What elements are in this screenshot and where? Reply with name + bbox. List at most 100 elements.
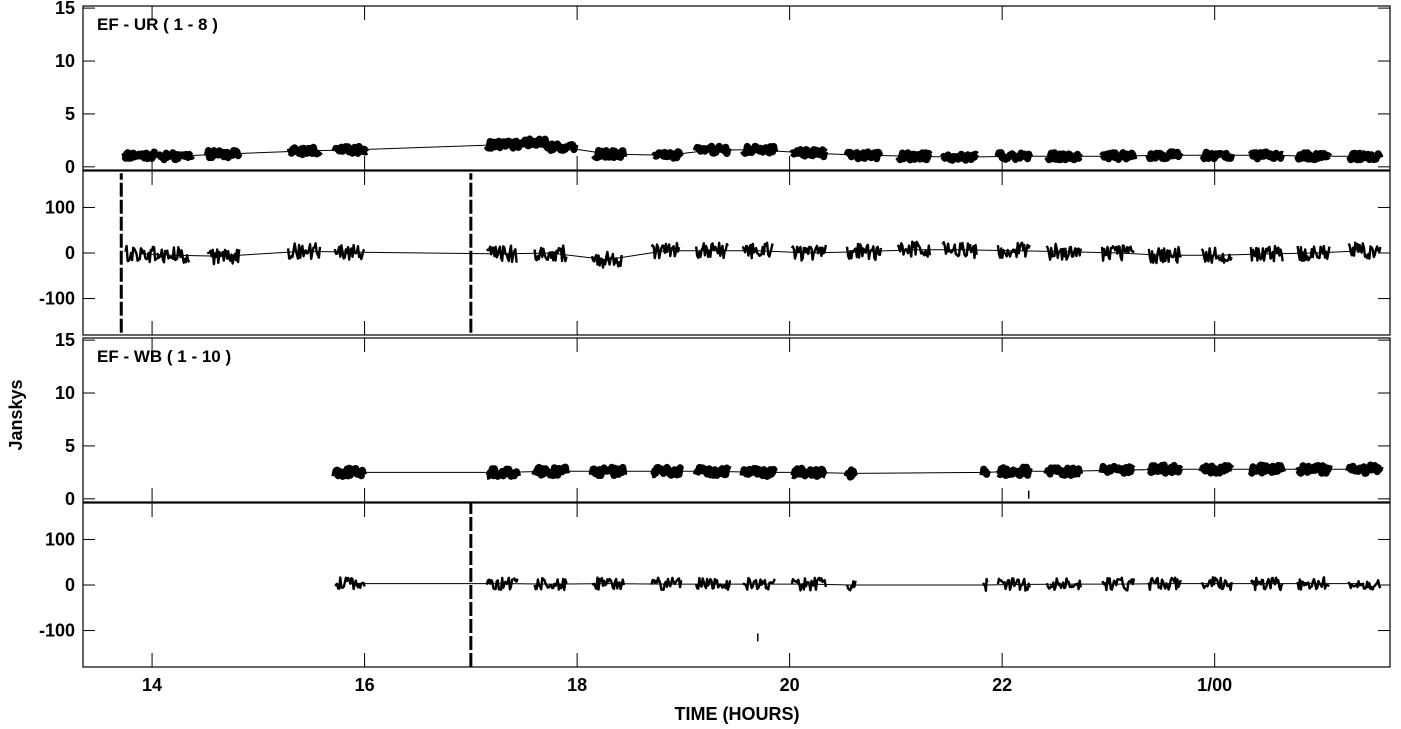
- scan-points: [845, 242, 883, 261]
- scan-points: [1147, 576, 1182, 591]
- y-tick-label: -100: [39, 621, 75, 641]
- scan-points: [789, 146, 829, 161]
- scan-points: [334, 576, 366, 591]
- y-tick-label: 0: [65, 157, 75, 177]
- x-tick-label: 18: [567, 675, 587, 695]
- y-tick-label: 0: [65, 489, 75, 509]
- scan-points: [843, 466, 858, 481]
- scan-points: [995, 463, 1033, 479]
- y-tick-label: -100: [39, 289, 75, 309]
- scan-points: [692, 464, 733, 479]
- scan-points: [651, 148, 684, 162]
- scan-points: [650, 576, 683, 591]
- scan-points: [591, 147, 628, 162]
- scan-points: [739, 464, 778, 480]
- scan-points: [1249, 244, 1284, 263]
- x-tick-label: 14: [142, 675, 162, 695]
- scan-points: [1044, 149, 1084, 164]
- scan-points: [1147, 245, 1182, 265]
- y-axis-title: Janskys: [6, 379, 26, 450]
- scan-points: [124, 244, 158, 264]
- y-tick-label: 10: [55, 383, 75, 403]
- scan-points: [741, 241, 774, 260]
- scan-points: [285, 143, 323, 159]
- scan-points: [154, 149, 195, 164]
- y-tick-label: 10: [55, 51, 75, 71]
- x-tick-label: 20: [780, 675, 800, 695]
- panel-frame: [82, 337, 1391, 503]
- x-tick-label: 22: [992, 675, 1012, 695]
- scan-points: [896, 240, 932, 258]
- scan-points: [588, 463, 628, 479]
- scan-points: [1347, 241, 1382, 260]
- scan-points: [790, 244, 827, 262]
- scan-points: [940, 150, 980, 164]
- scan-points: [789, 464, 829, 480]
- scan-points: [649, 463, 685, 479]
- scan-points: [1200, 576, 1233, 592]
- scan-points: [996, 577, 1031, 592]
- scan-points: [1296, 576, 1330, 591]
- scan-points: [996, 241, 1031, 259]
- scan-points: [1098, 462, 1137, 477]
- scan-points: [1100, 244, 1135, 262]
- x-tick-label: 1/00: [1197, 675, 1232, 695]
- y-tick-label: 0: [65, 575, 75, 595]
- scan-points: [1101, 576, 1136, 592]
- scan-points: [1045, 577, 1082, 591]
- scan-points: [533, 576, 568, 592]
- scan-points: [485, 576, 519, 591]
- y-tick-label: 100: [45, 529, 75, 549]
- scan-points: [1247, 148, 1286, 163]
- scan-points: [1099, 149, 1138, 163]
- panel-frame: [82, 502, 1391, 668]
- scan-points: [590, 250, 623, 269]
- scan-points: [119, 148, 161, 163]
- scan-points: [1249, 576, 1284, 592]
- scan-points: [1045, 242, 1082, 261]
- scan-points: [1296, 244, 1331, 262]
- y-tick-label: 0: [65, 243, 75, 263]
- scan-points: [531, 463, 570, 479]
- scan-points: [533, 244, 568, 263]
- scan-points: [694, 576, 732, 591]
- scan-points: [156, 246, 191, 264]
- scan-points: [1146, 461, 1184, 477]
- scan-points: [517, 135, 550, 150]
- panel-frame: [82, 5, 1391, 171]
- scan-points: [843, 148, 884, 163]
- panel-label: EF - UR ( 1 - 8 ): [97, 15, 218, 34]
- scan-points: [1294, 149, 1333, 164]
- scan-points: [1200, 246, 1233, 264]
- panel-3: 0 5 10 15 EF - WB ( 1 - 10 ): [55, 330, 1391, 509]
- scan-points: [539, 140, 579, 154]
- plot-panels: 0 5 10 15 EF - UR ( 1 - 8 ) -100 0 100 0 5 10 15 EF …: [39, 0, 1391, 668]
- scan-points: [941, 241, 978, 260]
- panel-2: -100 0 100: [39, 170, 1391, 336]
- x-axis-title: TIME (HOURS): [675, 704, 800, 724]
- scan-points: [742, 576, 776, 591]
- scan-points: [692, 142, 733, 157]
- scan-points: [485, 244, 518, 264]
- scan-points: [694, 241, 729, 260]
- scan-points: [203, 147, 243, 162]
- y-tick-label: 15: [55, 0, 75, 18]
- y-tick-label: 5: [65, 104, 75, 124]
- scan-points: [1145, 148, 1184, 163]
- scan-points: [483, 137, 523, 152]
- scan-points: [1295, 462, 1333, 477]
- panel-label: EF - WB ( 1 - 10 ): [97, 347, 231, 366]
- scan-points: [1043, 464, 1084, 479]
- scan-points: [286, 242, 322, 260]
- scan-points: [895, 149, 933, 164]
- panel-4: -100 0 100: [39, 502, 1391, 668]
- x-tick-label: 16: [355, 675, 375, 695]
- scan-points: [484, 465, 522, 480]
- scan-points: [331, 464, 367, 480]
- scan-points: [206, 248, 241, 266]
- scan-points: [1247, 461, 1287, 477]
- scan-points: [333, 243, 366, 261]
- scan-points: [591, 576, 626, 591]
- scan-points: [331, 142, 370, 157]
- scan-points: [790, 576, 827, 592]
